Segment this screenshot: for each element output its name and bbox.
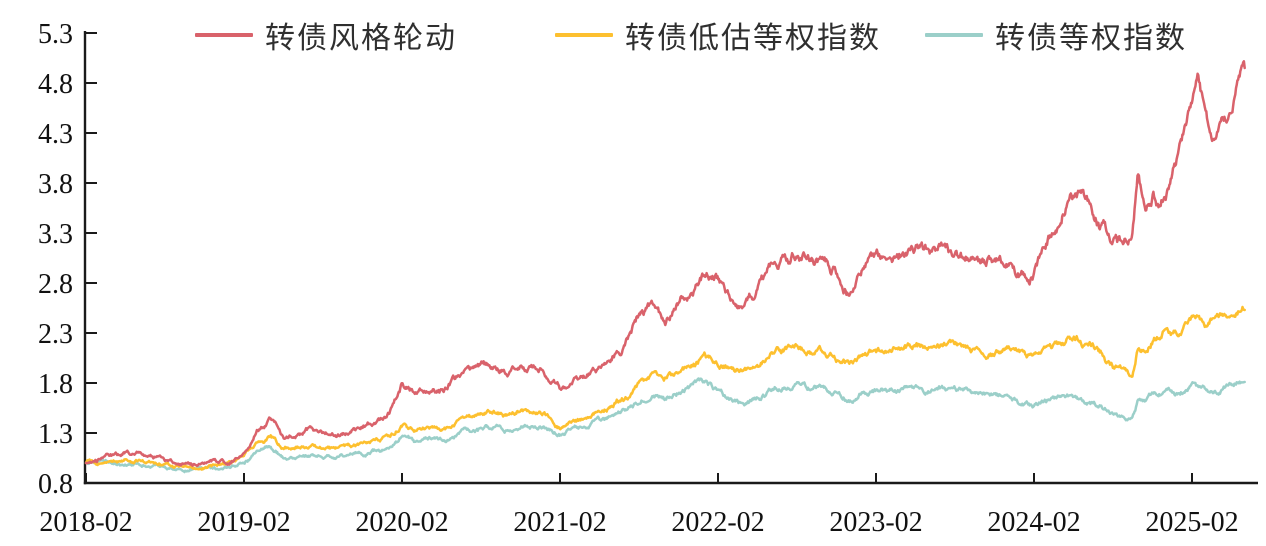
x-axis-tick-label: 2021-02 [513,507,606,538]
series-line-low-valuation-equal-weight [84,305,1246,471]
y-axis-tick-label: 3.8 [38,169,73,200]
legend-label-equal-weight: 转债等权指数 [995,21,1187,56]
legend-line-swatch-equal-weight [925,33,983,37]
y-axis-tick-label: 1.3 [38,419,73,450]
legend-line-swatch-low-valuation-equal-weight [555,33,613,37]
y-axis-tick-label: 1.8 [38,369,73,400]
x-axis-tick-label: 2025-02 [1145,507,1238,538]
legend-item-equal-weight: 转债等权指数 [925,16,1187,56]
series-line-style-rotation [84,60,1246,468]
y-axis-tick-label: 4.3 [38,119,73,150]
x-axis-tick-label: 2024-02 [987,507,1080,538]
x-axis-tick-label: 2019-02 [197,507,290,538]
y-axis-tick-label: 3.3 [38,219,73,250]
y-axis-tick-label: 2.3 [38,319,73,350]
x-axis-tick-label: 2022-02 [671,507,764,538]
y-axis-tick-label: 4.8 [38,69,73,100]
x-axis-tick-label: 2020-02 [355,507,448,538]
y-axis-tick-label: 0.8 [38,469,73,500]
y-axis-tick-label: 2.8 [38,269,73,300]
x-axis-tick-label: 2018-02 [39,507,132,538]
legend-item-low-valuation-equal-weight: 转债低估等权指数 [555,16,881,56]
legend-label-style-rotation: 转债风格轮动 [265,21,457,56]
legend-label-low-valuation-equal-weight: 转债低估等权指数 [625,21,881,56]
x-axis-tick-label: 2023-02 [829,507,922,538]
chart-legend: 转债风格轮动 转债低估等权指数 转债等权指数 [0,0,1266,60]
series-line-equal-weight [84,377,1246,474]
y-axis-tick-label: 5.3 [38,19,73,50]
legend-item-style-rotation: 转债风格轮动 [195,16,457,56]
legend-line-swatch-style-rotation [195,33,253,37]
